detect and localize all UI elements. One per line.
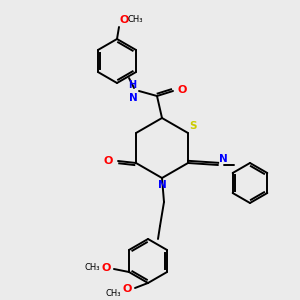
Text: O: O	[102, 263, 111, 273]
Text: O: O	[120, 15, 129, 25]
Text: S: S	[189, 121, 196, 131]
Text: O: O	[103, 156, 113, 166]
Text: H: H	[128, 80, 136, 90]
Text: CH₃: CH₃	[128, 16, 143, 25]
Text: O: O	[123, 284, 132, 294]
Text: N: N	[219, 154, 228, 164]
Text: CH₃: CH₃	[84, 263, 100, 272]
Text: O: O	[178, 85, 188, 95]
Text: CH₃: CH₃	[106, 289, 121, 298]
Text: N: N	[129, 93, 138, 103]
Text: N: N	[158, 180, 166, 190]
